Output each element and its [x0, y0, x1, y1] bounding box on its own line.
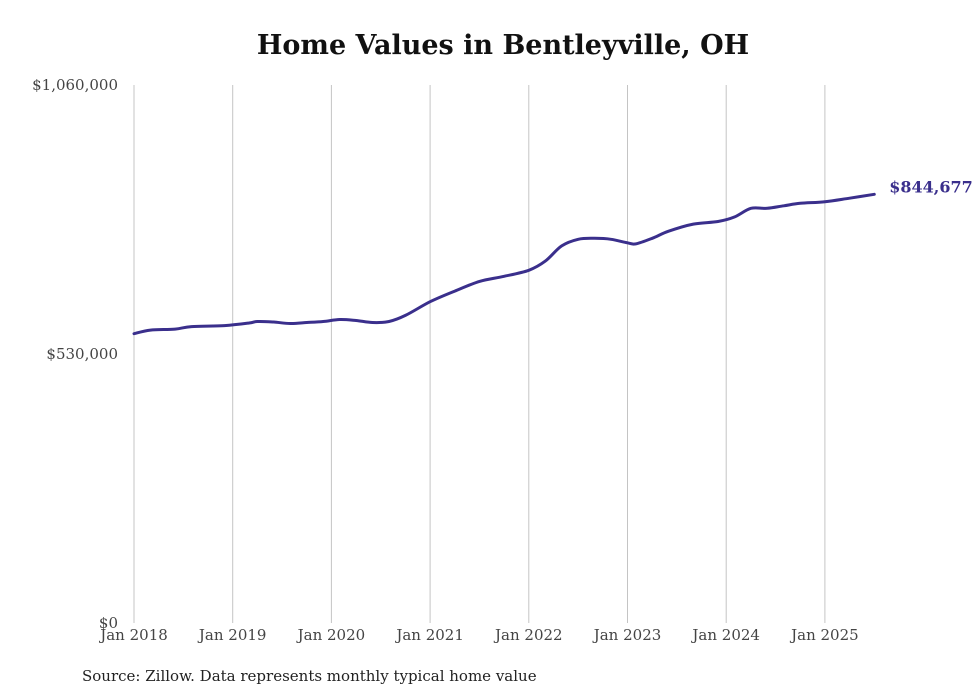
y-tick-label: $530,000 [46, 345, 118, 363]
x-tick-label: Jan 2021 [394, 626, 464, 644]
end-value-label: $844,677 [889, 177, 973, 196]
x-tick-label: Jan 2019 [197, 626, 267, 644]
x-tick-label: Jan 2025 [789, 626, 859, 644]
y-tick-label: $0 [99, 614, 118, 632]
x-tick-label: Jan 2020 [296, 626, 366, 644]
x-tick-label: Jan 2022 [493, 626, 563, 644]
x-tick-label: Jan 2023 [592, 626, 662, 644]
x-tick-label: Jan 2018 [98, 626, 168, 644]
y-tick-label: $1,060,000 [32, 76, 118, 94]
chart-title: Home Values in Bentleyville, OH [256, 30, 750, 61]
series-layer: $844,677 [132, 177, 973, 336]
axis-labels: Jan 2018 Jan 2019 Jan 2020 Jan 2021 Jan 2022… [32, 76, 859, 644]
gridlines [133, 85, 826, 623]
series-line [132, 192, 876, 336]
source-note: Source: Zillow. Data represents monthly … [82, 667, 537, 685]
x-tick-label: Jan 2024 [690, 626, 760, 644]
